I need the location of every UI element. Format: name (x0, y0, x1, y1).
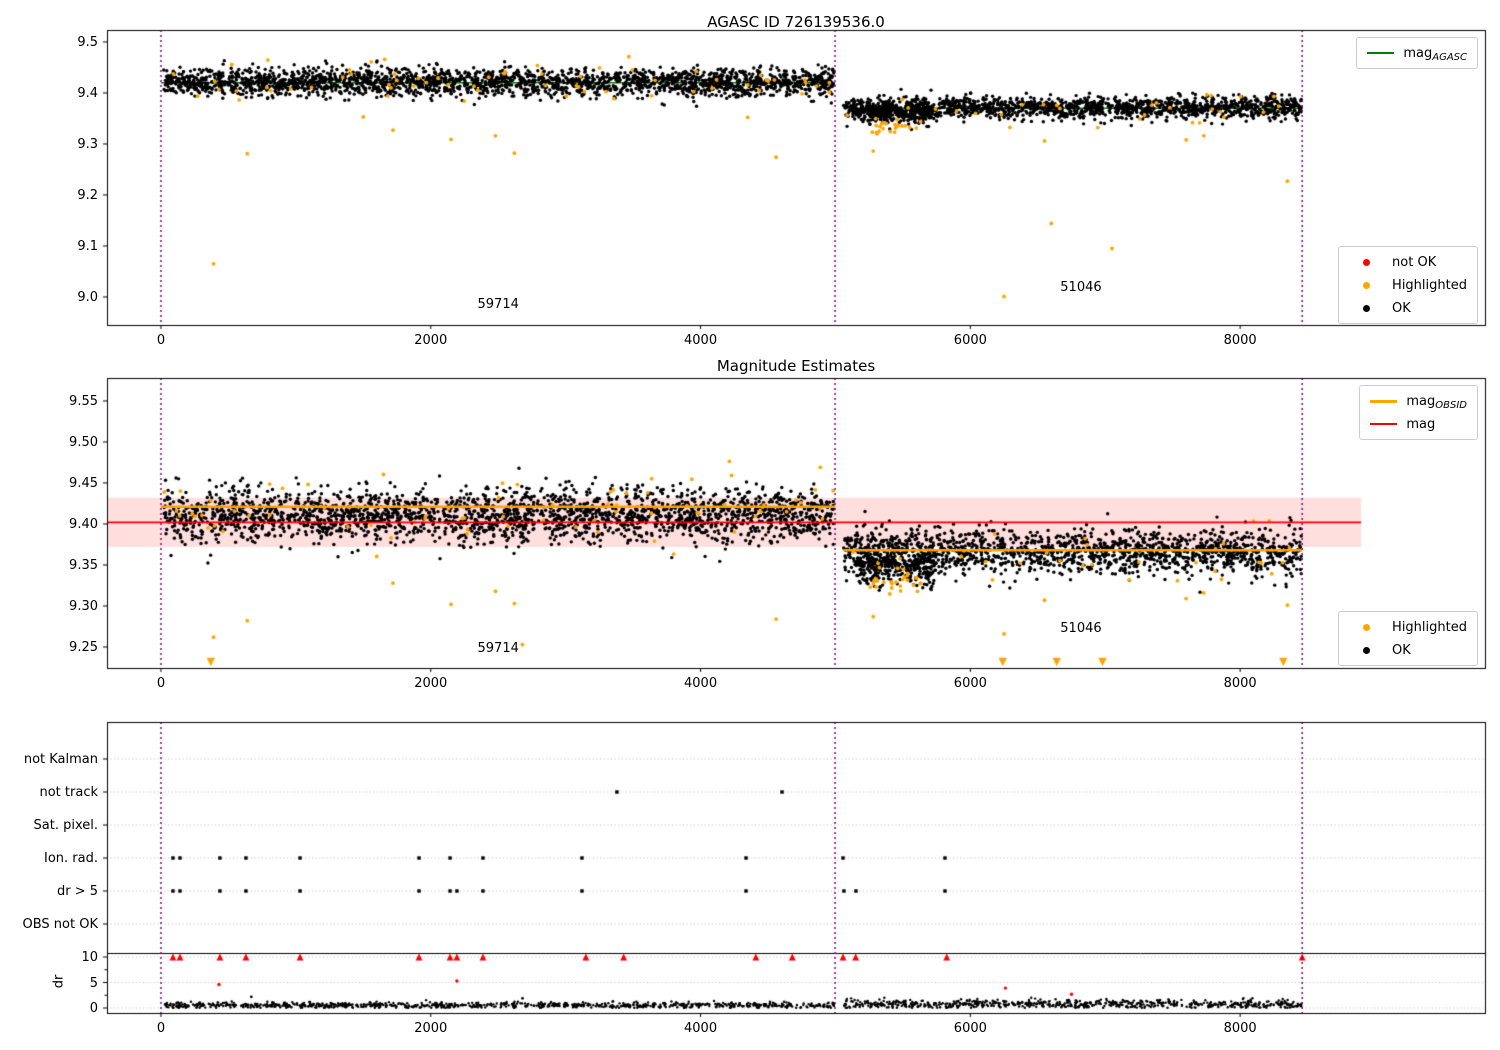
legend-mag-agasc: magAGASC (1356, 37, 1478, 69)
x-tick-label: 8000 (1223, 1021, 1257, 1036)
y-tick-label: 9.0 (77, 289, 98, 305)
plot2-title: Magnitude Estimates (716, 357, 876, 375)
flag-row-label: Sat. pixel. (33, 818, 98, 833)
dr-tick-label: 10 (81, 950, 98, 965)
legend-label: Highlighted (1392, 277, 1467, 293)
legend-label: magAGASC (1403, 45, 1467, 63)
dot-swatch-icon (1363, 258, 1371, 266)
legend-mag-lines: magOBSID mag (1359, 385, 1478, 440)
x-tick-label: 6000 (953, 676, 987, 691)
y-tick-label: 9.55 (69, 393, 98, 409)
flag-row-label: not Kalman (23, 752, 98, 767)
legend-item-ok: OK (1349, 298, 1467, 318)
obsid-label-59714: 59714 (477, 641, 519, 657)
legend-label: OK (1392, 300, 1411, 316)
legend-point-status-2: Highlighted OK (1338, 611, 1478, 666)
x-tick-label: 0 (156, 1021, 166, 1036)
dot-swatch-icon (1363, 281, 1371, 289)
legend-label: Highlighted (1392, 619, 1467, 635)
x-tick-label: 2000 (414, 1021, 448, 1036)
legend-item-highlighted: Highlighted (1349, 617, 1467, 637)
x-tick-label: 6000 (953, 333, 987, 348)
obsid-label-59714: 59714 (477, 296, 519, 312)
y-tick-label: 9.25 (69, 640, 98, 655)
y-tick-label: 9.40 (69, 516, 98, 532)
x-tick-label: 0 (156, 676, 166, 691)
x-tick-label: 4000 (684, 333, 718, 348)
y-tick-label: 9.3 (77, 136, 98, 152)
x-tick-label: 4000 (684, 676, 718, 691)
line-swatch-icon (1370, 423, 1398, 425)
legend-label: OK (1392, 642, 1411, 658)
legend-item-highlighted: Highlighted (1349, 275, 1467, 295)
y-tick-label: 9.50 (69, 434, 98, 450)
x-tick-label: 8000 (1223, 333, 1257, 348)
y-tick-label: 9.4 (77, 85, 98, 101)
obsid-label-51046: 51046 (1060, 620, 1102, 636)
legend-label: magOBSID (1406, 393, 1467, 411)
y-tick-label: 9.1 (77, 238, 98, 254)
legend-item-mag-agasc: magAGASC (1367, 43, 1467, 63)
x-tick-label: 0 (156, 333, 166, 348)
y-tick-label: 9.5 (77, 34, 98, 50)
y-tick-label: 9.2 (77, 187, 98, 203)
x-tick-label: 2000 (414, 333, 448, 348)
dot-swatch-icon (1363, 646, 1371, 654)
flag-row-label: OBS not OK (22, 917, 99, 932)
dot-swatch-icon (1363, 623, 1371, 631)
legend-item-not-ok: not OK (1349, 252, 1467, 272)
flag-row-label: Ion. rad. (44, 851, 98, 866)
x-tick-label: 6000 (953, 1021, 987, 1036)
x-tick-label: 8000 (1223, 676, 1257, 691)
legend-item-mag: mag (1370, 414, 1467, 434)
legend-label: not OK (1392, 254, 1437, 270)
dr-tick-label: 5 (89, 975, 98, 991)
flag-row-label: not track (39, 785, 98, 800)
dot-swatch-icon (1363, 304, 1371, 312)
y-tick-label: 9.45 (69, 475, 98, 491)
legend-label: mag (1406, 416, 1436, 432)
legend-item-ok: OK (1349, 640, 1467, 660)
x-tick-label: 4000 (684, 1021, 718, 1036)
y-tick-label: 9.35 (69, 557, 98, 573)
legend-point-status-1: not OK Highlighted OK (1338, 246, 1478, 324)
y-tick-label: 9.30 (69, 598, 98, 614)
legend-item-mag-obsid: magOBSID (1370, 391, 1467, 411)
dr-tick-label: 0 (89, 1001, 98, 1016)
x-tick-label: 2000 (414, 676, 448, 691)
line-swatch-icon (1367, 52, 1395, 54)
obsid-label-51046: 51046 (1060, 279, 1102, 295)
line-swatch-icon (1370, 399, 1398, 403)
plot1-title: AGASC ID 726139536.0 (707, 13, 885, 31)
flag-row-label: dr > 5 (56, 884, 98, 899)
